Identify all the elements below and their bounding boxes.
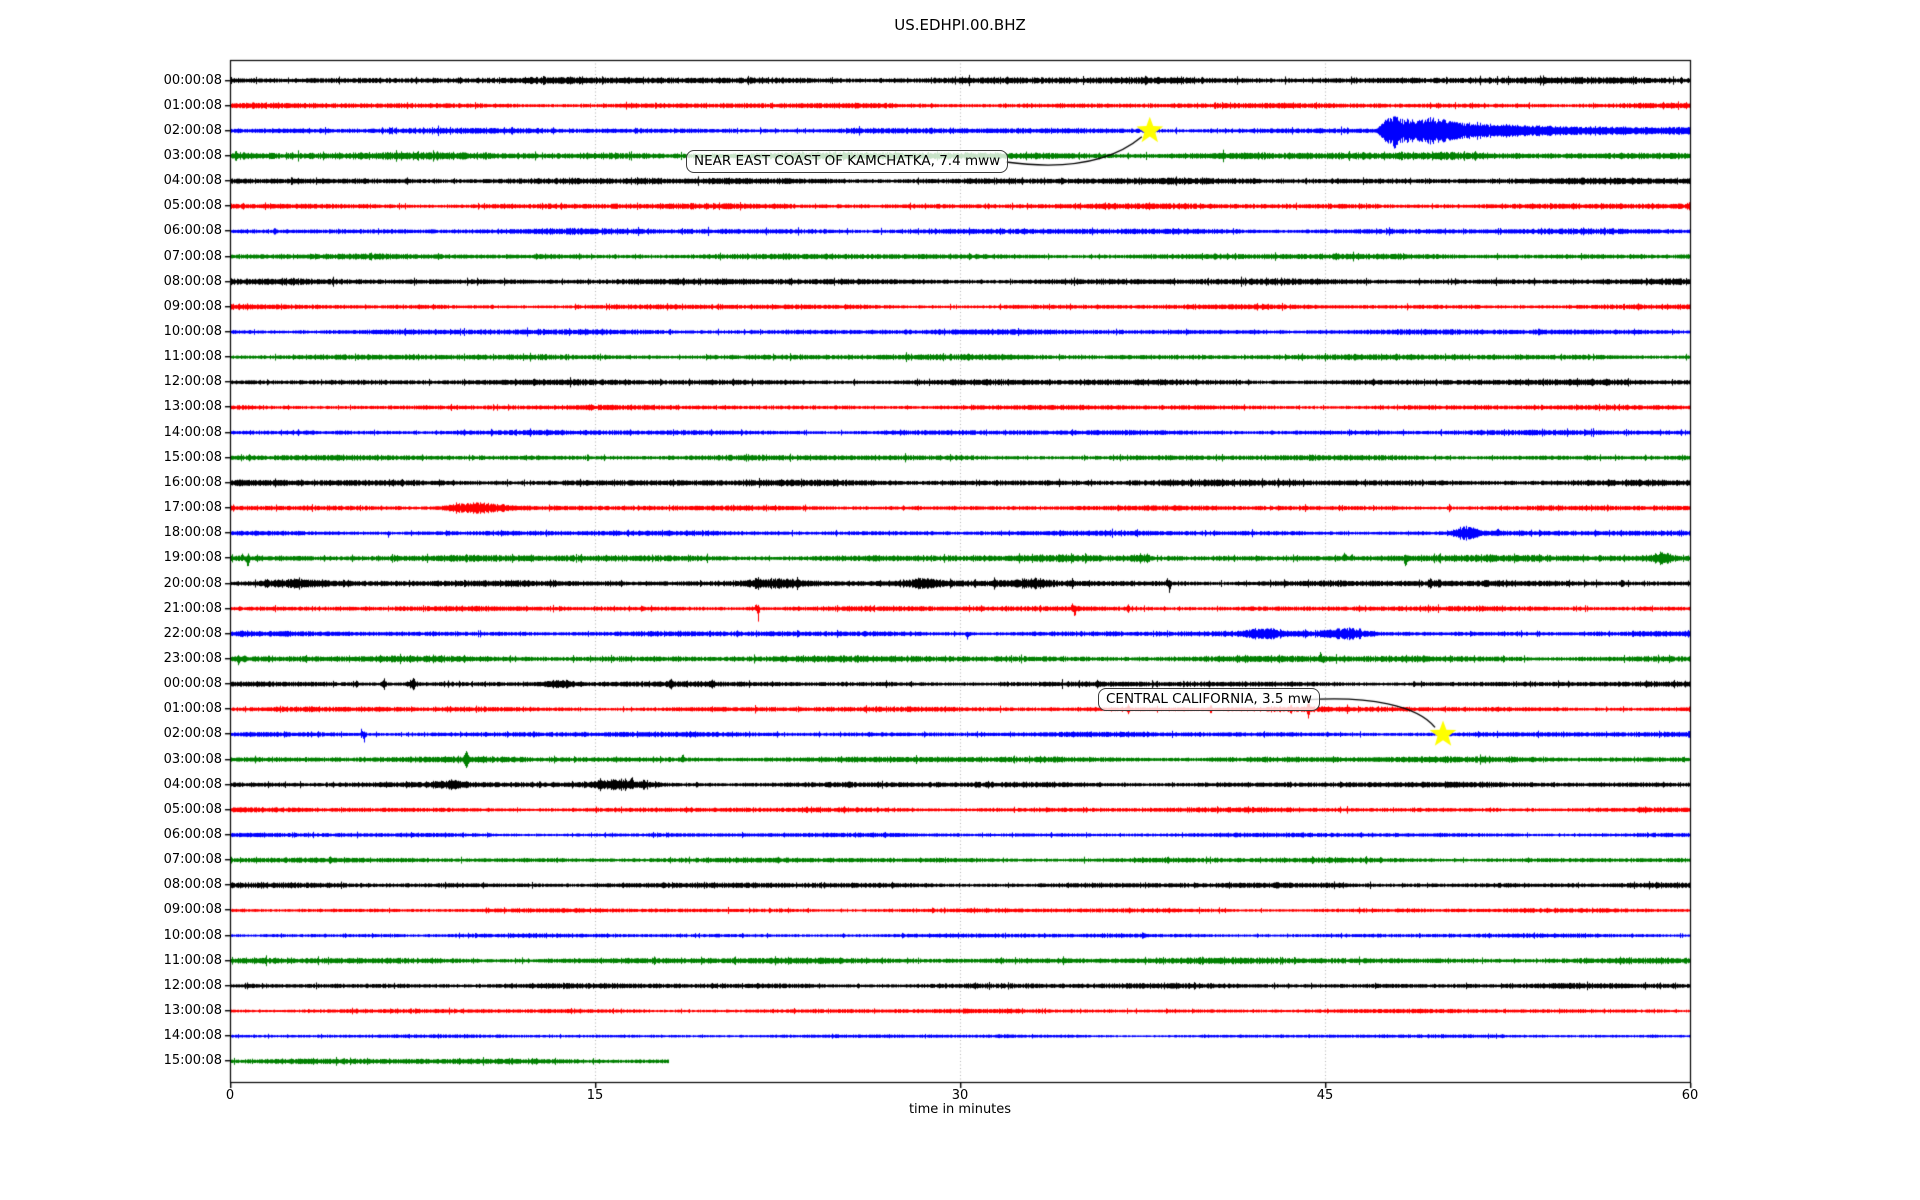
trace-time-label: 06:00:08 — [163, 827, 222, 842]
trace-time-label: 08:00:08 — [163, 877, 222, 893]
trace-time-label: 11:00:08 — [163, 952, 222, 968]
trace-time-label: 05:00:08 — [163, 801, 222, 817]
x-tick-label: 30 — [951, 1088, 969, 1103]
trace-time-label: 15:00:08 — [163, 449, 222, 465]
trace-time-label: 13:00:08 — [163, 1003, 222, 1019]
x-tick-label: 15 — [586, 1088, 604, 1103]
trace-time-label: 12:00:08 — [163, 374, 222, 390]
trace-time-label: 19:00:08 — [163, 550, 222, 566]
trace-time-label: 10:00:08 — [163, 927, 222, 943]
x-tick-label: 0 — [225, 1088, 235, 1103]
trace-time-label: 06:00:08 — [163, 223, 222, 239]
x-axis-label: time in minutes — [908, 1102, 1012, 1117]
trace-time-label: 04:00:08 — [163, 173, 222, 189]
trace-time-label: 17:00:08 — [163, 500, 222, 516]
trace-time-label: 03:00:08 — [163, 751, 222, 767]
trace-time-label: 14:00:08 — [163, 424, 222, 440]
trace-time-label: 21:00:08 — [163, 600, 222, 616]
trace-time-label: 02:00:08 — [163, 726, 222, 742]
trace-time-label: 12:00:08 — [163, 977, 222, 993]
trace-time-label: 08:00:08 — [163, 273, 222, 289]
trace-time-label: 18:00:08 — [163, 525, 222, 541]
trace-time-label: 00:00:08 — [163, 72, 222, 88]
trace-time-label: 04:00:08 — [163, 776, 222, 792]
trace-time-label: 16:00:08 — [163, 474, 222, 490]
trace-time-label: 23:00:08 — [163, 650, 222, 666]
trace-time-label: 00:00:08 — [163, 676, 222, 692]
trace-time-label: 05:00:08 — [163, 198, 222, 214]
annotation-central-california: CENTRAL CALIFORNIA, 3.5 mw — [1098, 688, 1320, 711]
trace-time-label: 15:00:08 — [163, 1053, 222, 1069]
page-title: US.EDHPI.00.BHZ — [894, 16, 1026, 34]
x-tick-label: 45 — [1316, 1088, 1334, 1103]
trace-time-label: 09:00:08 — [163, 902, 222, 918]
trace-time-label: 02:00:08 — [163, 122, 222, 138]
trace-time-label: 20:00:08 — [163, 575, 222, 591]
trace-time-label: 07:00:08 — [163, 852, 222, 868]
trace-time-label: 07:00:08 — [163, 248, 222, 264]
trace-time-label: 14:00:08 — [163, 1028, 222, 1044]
trace-time-label: 11:00:08 — [163, 349, 222, 365]
x-tick-label: 60 — [1681, 1088, 1699, 1103]
trace-time-label: 10:00:08 — [163, 324, 222, 339]
trace-time-label: 01:00:08 — [163, 701, 222, 717]
trace-time-label: 01:00:08 — [163, 97, 222, 113]
trace-time-label: 03:00:08 — [163, 147, 222, 163]
trace-time-label: 22:00:08 — [163, 625, 222, 641]
trace-time-label: 13:00:08 — [163, 399, 222, 415]
trace-time-label: 09:00:08 — [163, 298, 222, 314]
annotation-kamchatka: NEAR EAST COAST OF KAMCHATKA, 7.4 mww — [686, 150, 1009, 173]
